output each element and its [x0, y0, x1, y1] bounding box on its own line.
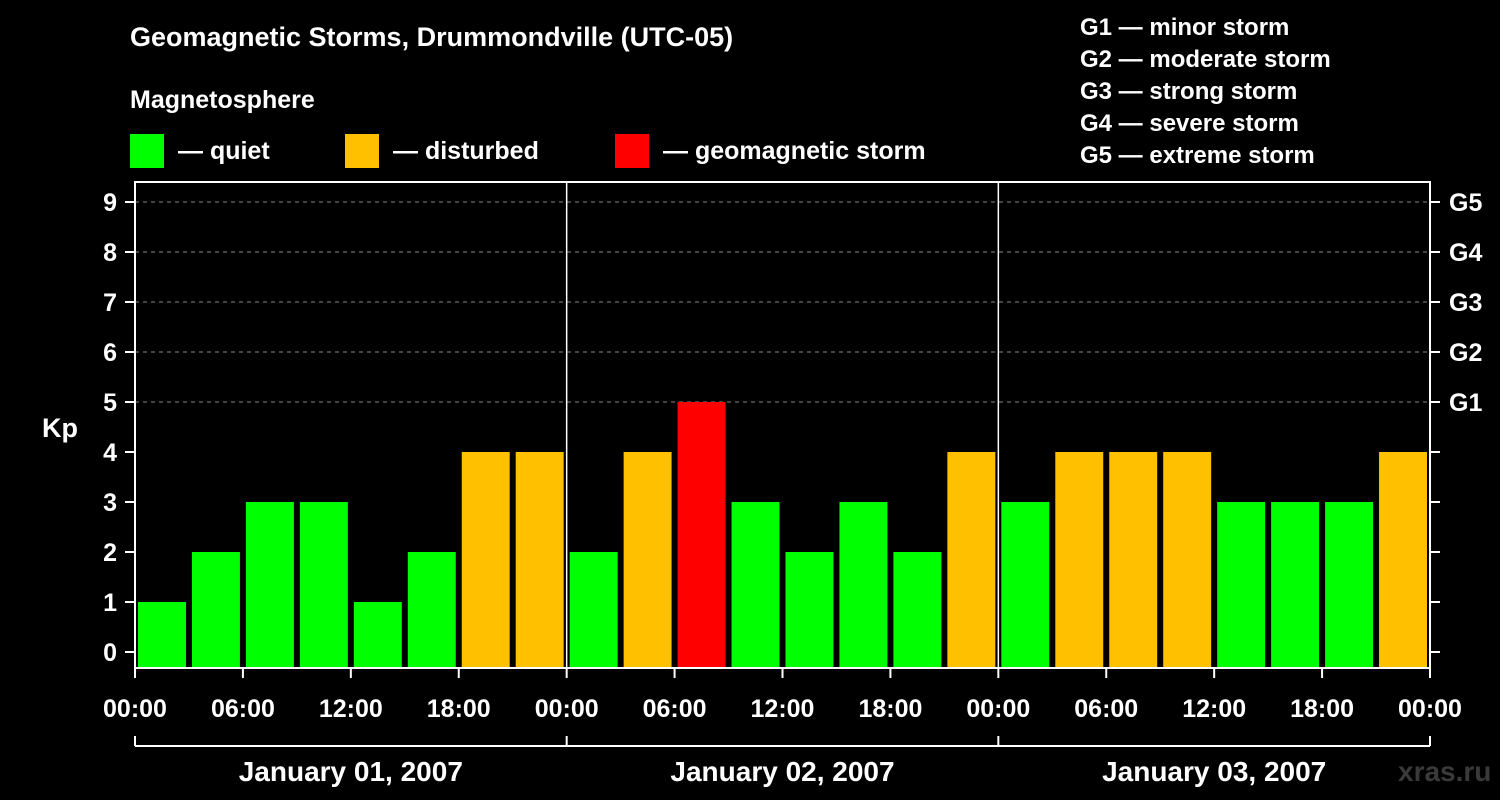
- kp-bar: [1325, 502, 1374, 668]
- day-label: January 01, 2007: [239, 756, 463, 787]
- y-tick-label: 0: [103, 639, 117, 667]
- storm-scale-list: G1 — minor storm G2 — moderate storm G3 …: [1080, 12, 1331, 172]
- kp-bar: [947, 452, 996, 668]
- legend-swatch-disturbed: [345, 134, 379, 168]
- watermark: xras.ru: [1398, 756, 1492, 787]
- y-tick-label: 3: [103, 489, 117, 517]
- kp-bar: [1217, 502, 1266, 668]
- day-label: January 03, 2007: [1102, 756, 1326, 787]
- x-tick-label: 00:00: [966, 695, 1030, 723]
- kp-bar: [785, 552, 834, 668]
- y-tick-label: 6: [103, 339, 117, 367]
- kp-bar: [1109, 452, 1158, 668]
- storm-scale-g2: G2 — moderate storm: [1080, 46, 1331, 73]
- x-tick-label: 12:00: [1182, 695, 1246, 723]
- storm-scale-g3: G3 — strong storm: [1080, 78, 1298, 105]
- y-axis-label: Kp: [42, 413, 78, 443]
- legend-swatch-quiet: [130, 134, 164, 168]
- legend-label-disturbed: — disturbed: [393, 136, 539, 165]
- kp-bar: [245, 502, 294, 668]
- g-scale-label: G2: [1449, 339, 1482, 367]
- storm-scale-g5: G5 — extreme storm: [1080, 142, 1315, 169]
- kp-bar: [1379, 452, 1427, 668]
- kp-bar: [461, 452, 510, 668]
- x-tick-label: 06:00: [1074, 695, 1138, 723]
- y-tick-label: 4: [103, 439, 117, 467]
- legend-label-storm: — geomagnetic storm: [663, 136, 926, 165]
- kp-bar: [1055, 452, 1104, 668]
- storm-scale-g4: G4 — severe storm: [1080, 110, 1299, 137]
- g-scale-label: G5: [1449, 189, 1482, 217]
- x-tick-label: 00:00: [535, 695, 599, 723]
- kp-bar: [1163, 452, 1212, 668]
- x-tick-label: 18:00: [1290, 695, 1354, 723]
- kp-bar: [1271, 502, 1320, 668]
- y-tick-label: 8: [103, 239, 117, 267]
- legend-storm: — geomagnetic storm: [615, 134, 926, 168]
- y-tick-label: 1: [103, 589, 117, 617]
- kp-bar: [623, 452, 672, 668]
- y-tick-label: 5: [103, 389, 117, 417]
- x-tick-label: 18:00: [858, 695, 922, 723]
- kp-bar: [731, 502, 780, 668]
- g-scale-label: G1: [1449, 389, 1482, 417]
- x-tick-label: 00:00: [103, 695, 167, 723]
- x-tick-label: 06:00: [643, 695, 707, 723]
- kp-bar: [1001, 502, 1050, 668]
- chart-title: Geomagnetic Storms, Drummondville (UTC-0…: [130, 22, 734, 52]
- kp-bar: [299, 502, 348, 668]
- g-scale-label: G4: [1449, 239, 1482, 267]
- kp-bar: [893, 552, 942, 668]
- kp-bar: [407, 552, 456, 668]
- chart-subtitle: Magnetosphere: [130, 86, 315, 114]
- y-tick-label: 7: [103, 289, 117, 317]
- x-tick-label: 00:00: [1398, 695, 1462, 723]
- legend-label-quiet: — quiet: [178, 136, 270, 165]
- kp-bar: [569, 552, 618, 668]
- legend-swatch-storm: [615, 134, 649, 168]
- kp-bar: [515, 452, 564, 668]
- y-tick-label: 2: [103, 539, 117, 567]
- kp-bar: [191, 552, 240, 668]
- kp-bar: [839, 502, 888, 668]
- storm-scale-g1: G1 — minor storm: [1080, 14, 1290, 41]
- kp-bar: [353, 602, 402, 668]
- kp-bar: [138, 602, 186, 668]
- x-tick-label: 12:00: [319, 695, 383, 723]
- legend-disturbed: — disturbed: [345, 134, 539, 168]
- x-tick-label: 12:00: [751, 695, 815, 723]
- y-tick-label: 9: [103, 189, 117, 217]
- day-label: January 02, 2007: [670, 756, 894, 787]
- legend-quiet: — quiet: [130, 134, 270, 168]
- x-tick-label: 06:00: [211, 695, 275, 723]
- g-scale-label: G3: [1449, 289, 1482, 317]
- kp-bar: [677, 402, 726, 668]
- x-tick-label: 18:00: [427, 695, 491, 723]
